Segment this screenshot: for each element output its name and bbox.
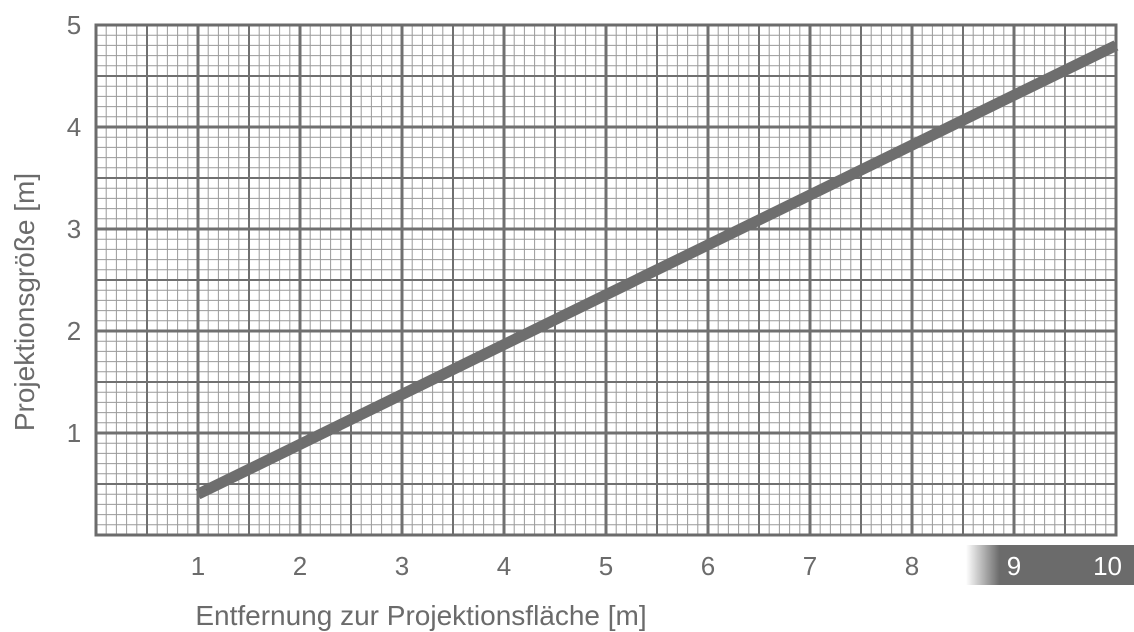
x-tick-label: 1: [191, 551, 205, 581]
y-tick-labels: 1 2 3 4 5: [67, 10, 81, 448]
x-tick-label: 5: [599, 551, 613, 581]
x-tick-label: 8: [905, 551, 919, 581]
x-tick-label: 10: [1093, 551, 1122, 581]
y-tick-label: 2: [67, 316, 81, 346]
y-tick-label: 1: [67, 418, 81, 448]
series-line-0: [195, 40, 1119, 500]
highlight-band: [966, 545, 1134, 585]
y-axis-label: Projektionsgröße [m]: [9, 173, 40, 431]
x-tick-label: 9: [1007, 551, 1021, 581]
x-tick-label: 2: [293, 551, 307, 581]
x-tick-label: 6: [701, 551, 715, 581]
y-tick-label: 5: [67, 10, 81, 40]
x-tick-label: 7: [803, 551, 817, 581]
y-tick-label: 3: [67, 214, 81, 244]
x-axis-label: Entfernung zur Projektionsfläche [m]: [195, 600, 646, 631]
y-tick-label: 4: [67, 112, 81, 142]
series-layer: [195, 40, 1119, 500]
plot-frame: [94, 23, 1118, 537]
major-grid: [96, 25, 1116, 535]
x-tick-label: 4: [497, 551, 511, 581]
x-tick-label: 3: [395, 551, 409, 581]
x-tick-labels: 1 2 3 4 5 6 7 8 9 10: [191, 551, 1122, 581]
